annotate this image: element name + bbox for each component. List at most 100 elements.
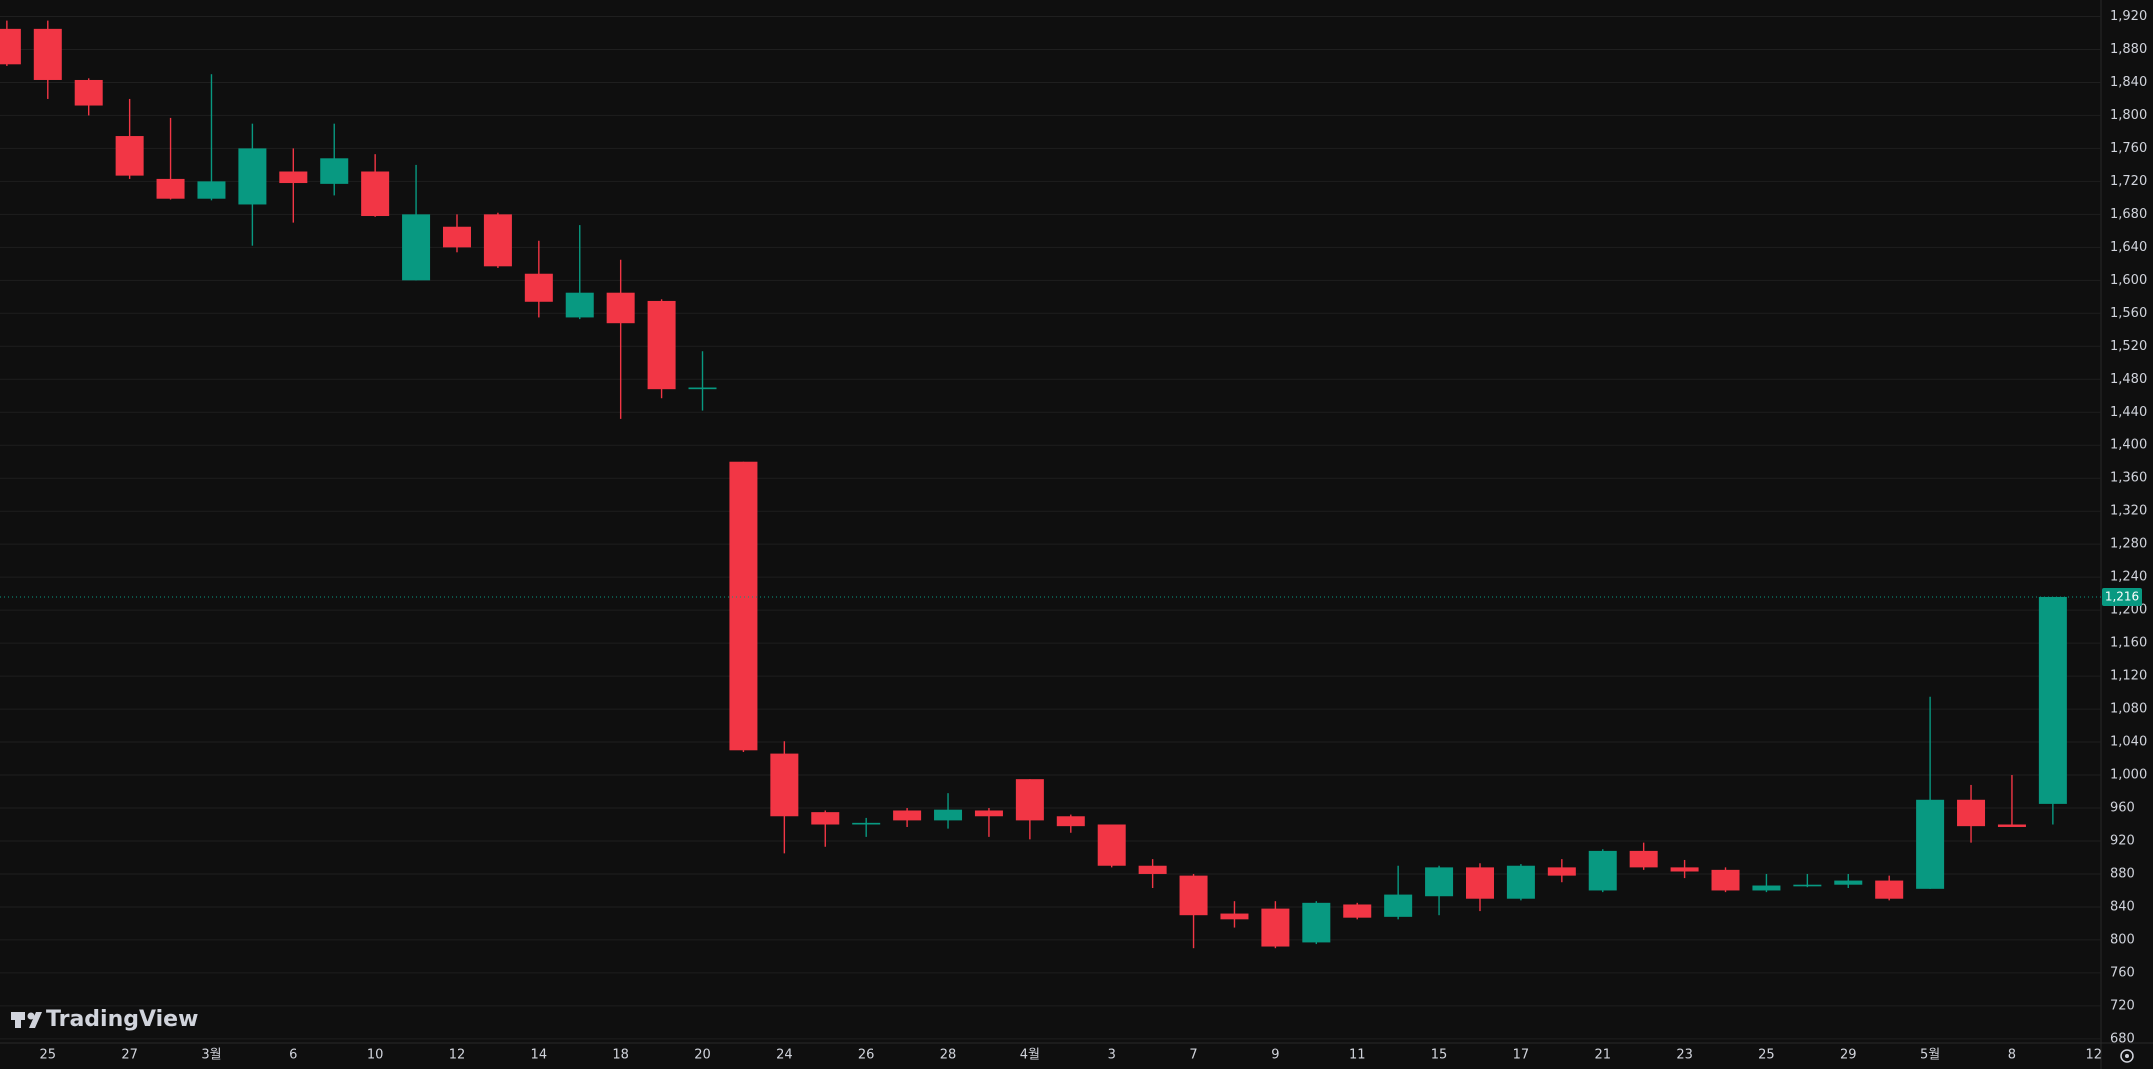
y-tick-label: 920 <box>2110 833 2135 848</box>
candle-body <box>1588 850 1617 891</box>
x-tick-label: 25 <box>40 1048 57 1063</box>
y-tick-label: 1,720 <box>2110 174 2147 189</box>
candle-body <box>524 273 553 302</box>
candle-body <box>647 300 676 390</box>
x-tick-label: 4월 <box>1020 1048 1040 1063</box>
candle-body <box>1875 880 1904 899</box>
candle-body <box>197 181 226 199</box>
candle-body <box>74 79 103 106</box>
y-tick-label: 1,680 <box>2110 207 2147 222</box>
candle-body <box>934 809 963 821</box>
y-tick-label: 800 <box>2110 932 2135 947</box>
y-tick-label: 1,640 <box>2110 240 2147 255</box>
candle-body <box>606 292 635 324</box>
y-tick-label: 1,200 <box>2110 603 2147 618</box>
y-tick-label: 1,800 <box>2110 108 2147 123</box>
y-tick-label: 1,880 <box>2110 42 2147 57</box>
candle-body <box>238 148 267 205</box>
candle-body <box>1752 885 1781 891</box>
candle-body <box>115 136 144 176</box>
candle-body <box>1957 799 1986 827</box>
candle-body <box>156 178 185 199</box>
y-tick-label: 1,400 <box>2110 438 2147 453</box>
candle-body <box>893 810 922 821</box>
candle-body <box>320 158 349 184</box>
y-tick-label: 1,480 <box>2110 372 2147 387</box>
y-tick-label: 1,120 <box>2110 669 2147 684</box>
settings-gear-center[interactable] <box>2125 1054 2129 1058</box>
y-tick-label: 720 <box>2110 998 2135 1013</box>
candle-body <box>1629 850 1658 868</box>
x-tick-label: 3월 <box>201 1048 221 1063</box>
y-tick-label: 1,560 <box>2110 306 2147 321</box>
y-tick-label: 1,240 <box>2110 570 2147 585</box>
candle-body <box>1097 824 1126 866</box>
y-tick-label: 1,520 <box>2110 339 2147 354</box>
candle-body <box>770 753 799 817</box>
candle-body <box>1465 867 1494 899</box>
x-tick-label: 10 <box>367 1048 384 1063</box>
y-tick-label: 1,320 <box>2110 504 2147 519</box>
y-tick-label: 960 <box>2110 801 2135 816</box>
candle-body <box>1179 875 1208 916</box>
settings-gear[interactable] <box>2120 1049 2134 1063</box>
candle-body <box>1547 867 1576 876</box>
candle-body <box>1220 913 1249 920</box>
x-tick-label: 21 <box>1594 1048 1611 1063</box>
candle-body <box>1138 865 1167 874</box>
logo-mark <box>29 1012 42 1028</box>
x-tick-label: 29 <box>1840 1048 1857 1063</box>
candle-body <box>1793 884 1822 887</box>
candle-body <box>361 171 390 217</box>
candle-body <box>1056 816 1085 827</box>
candle-body <box>1261 908 1290 947</box>
y-tick-label: 1,760 <box>2110 141 2147 156</box>
settings-icon[interactable] <box>2120 1049 2134 1063</box>
x-tick-label: 14 <box>531 1048 548 1063</box>
y-tick-label: 1,840 <box>2110 75 2147 90</box>
x-tick-label: 8 <box>2008 1048 2016 1063</box>
candle-body <box>0 28 21 65</box>
y-tick-label: 880 <box>2110 866 2135 881</box>
candle-body <box>974 810 1003 817</box>
candle-body <box>729 461 758 751</box>
y-tick-label: 1,080 <box>2110 702 2147 717</box>
x-tick-label: 3 <box>1108 1048 1116 1063</box>
y-tick-label: 1,000 <box>2110 768 2147 783</box>
watermark: TradingView <box>46 1007 198 1032</box>
candle-body <box>1302 902 1331 943</box>
y-tick-label: 1,040 <box>2110 735 2147 750</box>
candle-body <box>483 214 512 267</box>
y-tick-label: 840 <box>2110 899 2135 914</box>
x-tick-label: 25 <box>1758 1048 1775 1063</box>
x-tick-label: 5월 <box>1920 1048 1940 1063</box>
y-tick-label: 1,160 <box>2110 636 2147 651</box>
y-tick-label: 760 <box>2110 965 2135 980</box>
y-tick-label: 680 <box>2110 1031 2135 1046</box>
x-tick-label: 28 <box>940 1048 957 1063</box>
candle-body <box>565 292 594 318</box>
x-tick-label: 27 <box>121 1048 138 1063</box>
y-tick-label: 1,360 <box>2110 471 2147 486</box>
x-tick-label: 24 <box>776 1048 793 1063</box>
candle-body <box>1015 779 1044 821</box>
last-price-label: 1,216 <box>2105 589 2139 603</box>
x-tick-label: 26 <box>858 1048 875 1063</box>
y-tick-label: 1,600 <box>2110 273 2147 288</box>
candle-body <box>811 812 840 825</box>
x-tick-label: 9 <box>1271 1048 1279 1063</box>
candle-body <box>1670 867 1699 872</box>
y-tick-label: 1,440 <box>2110 405 2147 420</box>
x-tick-label: 23 <box>1676 1048 1693 1063</box>
candle-body <box>2038 596 2067 804</box>
x-tick-label: 15 <box>1431 1048 1448 1063</box>
candle-body <box>442 226 471 248</box>
candle-body <box>1711 869 1740 891</box>
candle-body <box>33 28 62 80</box>
candle-body <box>1834 880 1863 885</box>
x-tick-label: 12 <box>449 1048 466 1063</box>
logo: TradingView <box>11 1007 198 1032</box>
last-price-box <box>2102 587 2142 606</box>
candle-body <box>688 387 717 390</box>
